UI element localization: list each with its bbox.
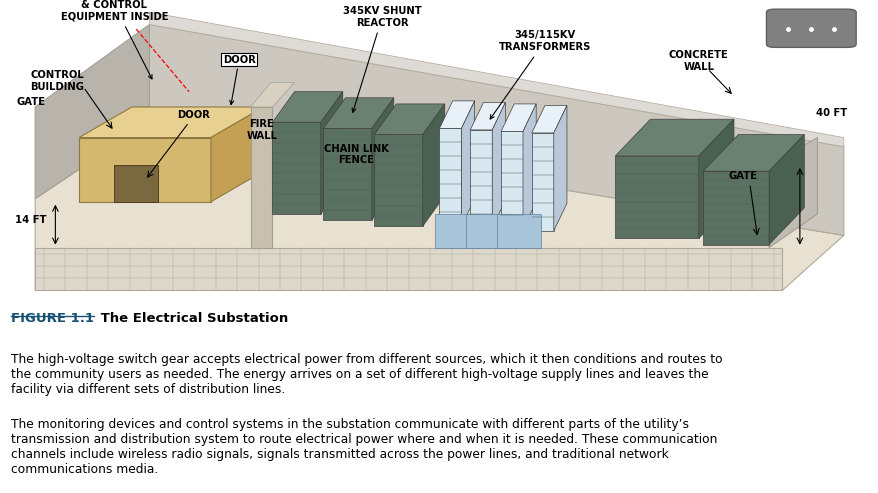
Polygon shape xyxy=(320,92,342,214)
Polygon shape xyxy=(79,138,211,202)
Polygon shape xyxy=(500,132,522,229)
Polygon shape xyxy=(149,25,843,235)
Polygon shape xyxy=(35,122,843,290)
Polygon shape xyxy=(211,107,263,202)
Polygon shape xyxy=(250,82,294,107)
Polygon shape xyxy=(615,119,733,156)
Text: 345/115KV
TRANSFORMERS: 345/115KV TRANSFORMERS xyxy=(490,31,591,119)
Polygon shape xyxy=(272,122,320,214)
Polygon shape xyxy=(768,135,803,245)
Polygon shape xyxy=(615,156,698,239)
Text: The high-voltage switch gear accepts electrical power from different sources, wh: The high-voltage switch gear accepts ele… xyxy=(11,353,722,396)
Polygon shape xyxy=(702,171,768,245)
Polygon shape xyxy=(531,133,553,231)
Text: 345KV SHUNT
REACTOR: 345KV SHUNT REACTOR xyxy=(342,6,421,112)
Polygon shape xyxy=(35,247,781,290)
Polygon shape xyxy=(35,25,149,199)
Polygon shape xyxy=(422,104,444,226)
Polygon shape xyxy=(500,104,536,132)
Polygon shape xyxy=(439,101,474,128)
Text: CONTROL
BUILDING: CONTROL BUILDING xyxy=(30,70,84,92)
FancyBboxPatch shape xyxy=(766,9,855,47)
Polygon shape xyxy=(323,98,393,128)
Text: The Electrical Substation: The Electrical Substation xyxy=(96,312,288,324)
Polygon shape xyxy=(553,106,566,231)
Text: DOOR: DOOR xyxy=(176,109,210,120)
Polygon shape xyxy=(522,104,536,229)
Text: CHAIN LINK
FENCE: CHAIN LINK FENCE xyxy=(323,143,388,165)
Polygon shape xyxy=(465,214,509,247)
Polygon shape xyxy=(702,135,803,171)
Text: CONCRETE
WALL: CONCRETE WALL xyxy=(668,50,728,72)
Polygon shape xyxy=(496,214,540,247)
Text: DOOR: DOOR xyxy=(222,55,255,105)
Polygon shape xyxy=(461,101,474,226)
Polygon shape xyxy=(374,104,444,135)
Text: FIGURE 1.1: FIGURE 1.1 xyxy=(11,312,93,324)
Text: GATE: GATE xyxy=(728,171,756,181)
Text: The monitoring devices and control systems in the substation communicate with di: The monitoring devices and control syste… xyxy=(11,418,716,476)
Polygon shape xyxy=(323,128,371,220)
Polygon shape xyxy=(470,130,492,228)
Polygon shape xyxy=(149,12,843,147)
Polygon shape xyxy=(79,107,263,138)
Polygon shape xyxy=(272,92,342,122)
Polygon shape xyxy=(371,98,393,220)
Polygon shape xyxy=(435,214,479,247)
Polygon shape xyxy=(698,119,733,239)
Polygon shape xyxy=(250,107,272,247)
Text: 14 FT: 14 FT xyxy=(15,215,47,225)
Text: COMMUNICATION
& CONTROL
EQUIPMENT INSIDE: COMMUNICATION & CONTROL EQUIPMENT INSIDE xyxy=(61,0,168,79)
Polygon shape xyxy=(374,135,422,226)
Polygon shape xyxy=(531,106,566,133)
Polygon shape xyxy=(768,138,817,247)
Polygon shape xyxy=(114,165,158,202)
Polygon shape xyxy=(439,128,461,226)
Polygon shape xyxy=(492,103,505,228)
Polygon shape xyxy=(470,103,505,130)
Text: GATE: GATE xyxy=(17,98,45,107)
Text: 40 FT: 40 FT xyxy=(815,108,846,118)
Text: FIRE
WALL: FIRE WALL xyxy=(246,119,277,141)
